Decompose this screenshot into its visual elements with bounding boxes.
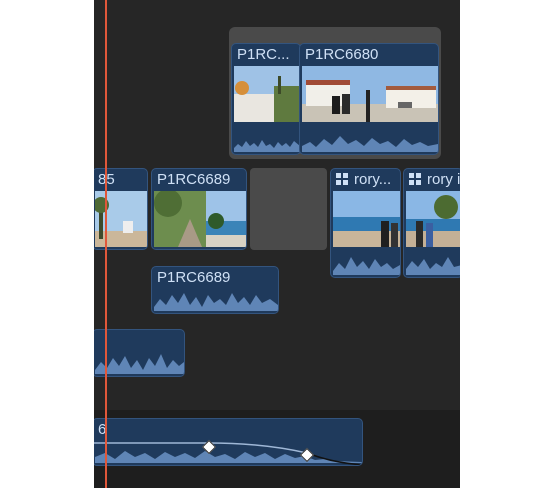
clip-label: P1RC... xyxy=(237,46,290,63)
primary-clip-4[interactable]: rory i xyxy=(403,168,460,278)
audio-waveform xyxy=(406,257,460,275)
connected-clip-1[interactable]: P1RC... xyxy=(231,43,301,155)
audio-waveform xyxy=(302,136,438,152)
primary-clip-2[interactable]: P1RC6689 xyxy=(151,168,247,250)
clip-label: rory... xyxy=(336,171,391,188)
primary-clip-3[interactable]: rory... xyxy=(330,168,401,278)
timeline-panel[interactable]: P1RC... P1RC6680 xyxy=(94,0,460,488)
audio-waveform xyxy=(95,451,362,463)
connected-clip-2[interactable]: P1RC6680 xyxy=(299,43,439,155)
audio-waveform xyxy=(333,257,400,275)
clip-label: P1RC6689 xyxy=(157,269,231,286)
clip-label: P1RC6689 xyxy=(157,171,231,188)
gap-clip[interactable] xyxy=(250,168,327,250)
primary-clip-1[interactable]: 85 xyxy=(94,168,148,250)
music-clip[interactable]: 6 xyxy=(94,418,363,466)
clip-thumbnail xyxy=(302,66,438,122)
clip-thumbnail xyxy=(154,191,246,247)
audio-waveform xyxy=(154,293,278,311)
multicam-icon xyxy=(336,173,348,185)
audio-clip-2[interactable] xyxy=(94,329,185,377)
clip-thumbnail xyxy=(95,191,147,247)
clip-label: P1RC6680 xyxy=(305,46,379,63)
audio-waveform xyxy=(234,140,300,152)
clip-thumbnail xyxy=(333,191,400,247)
clip-thumbnail xyxy=(406,191,460,247)
volume-curve[interactable] xyxy=(94,419,363,466)
audio-clip-1[interactable]: P1RC6689 xyxy=(151,266,279,314)
audio-waveform xyxy=(95,354,184,374)
clip-thumbnail xyxy=(234,66,300,122)
playhead[interactable] xyxy=(105,0,107,488)
multicam-icon xyxy=(409,173,421,185)
clip-label: 6 xyxy=(98,421,107,438)
clip-label: rory i xyxy=(409,171,460,188)
